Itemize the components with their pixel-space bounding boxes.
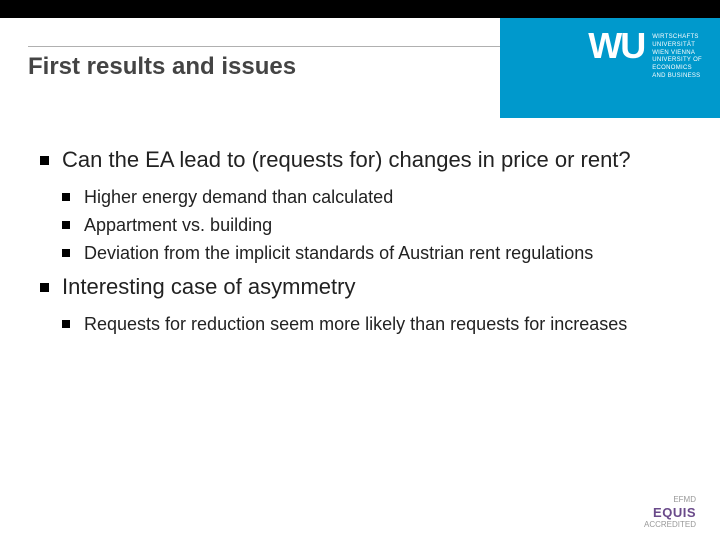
list-item: Interesting case of asymmetry Requests f… xyxy=(40,273,680,336)
list-item: Appartment vs. building xyxy=(62,213,680,237)
accreditation-logo: EFMD EQUIS ACCREDITED xyxy=(644,495,696,530)
accredited-label: ACCREDITED xyxy=(644,520,696,530)
wu-subtext: WIRTSCHAFTSUNIVERSITÄTWIEN VIENNAUNIVERS… xyxy=(652,34,702,81)
bullet-text: Interesting case of asymmetry xyxy=(62,274,355,299)
sub-bullet-list: Requests for reduction seem more likely … xyxy=(62,312,680,336)
list-item: Requests for reduction seem more likely … xyxy=(62,312,680,336)
wu-logo: WU WIRTSCHAFTSUNIVERSITÄTWIEN VIENNAUNIV… xyxy=(588,28,702,81)
wu-mark: WU xyxy=(588,28,644,64)
bullet-text: Requests for reduction seem more likely … xyxy=(84,314,627,334)
content-area: Can the EA lead to (requests for) change… xyxy=(0,118,720,336)
efmd-label: EFMD xyxy=(644,495,696,505)
logo-area: WU WIRTSCHAFTSUNIVERSITÄTWIEN VIENNAUNIV… xyxy=(500,18,720,118)
title-area: First results and issues xyxy=(0,18,500,118)
bullet-list: Can the EA lead to (requests for) change… xyxy=(40,146,680,336)
top-strip xyxy=(0,0,720,18)
title-rule xyxy=(28,46,500,47)
bullet-text: Appartment vs. building xyxy=(84,215,272,235)
header-band: First results and issues WU WIRTSCHAFTSU… xyxy=(0,18,720,118)
list-item: Higher energy demand than calculated xyxy=(62,185,680,209)
sub-bullet-list: Higher energy demand than calculated App… xyxy=(62,185,680,266)
list-item: Can the EA lead to (requests for) change… xyxy=(40,146,680,265)
list-item: Deviation from the implicit standards of… xyxy=(62,241,680,265)
bullet-text: Deviation from the implicit standards of… xyxy=(84,243,593,263)
equis-label: EQUIS xyxy=(644,505,696,521)
bullet-text: Higher energy demand than calculated xyxy=(84,187,393,207)
bullet-text: Can the EA lead to (requests for) change… xyxy=(62,147,631,172)
slide-title: First results and issues xyxy=(28,53,500,81)
